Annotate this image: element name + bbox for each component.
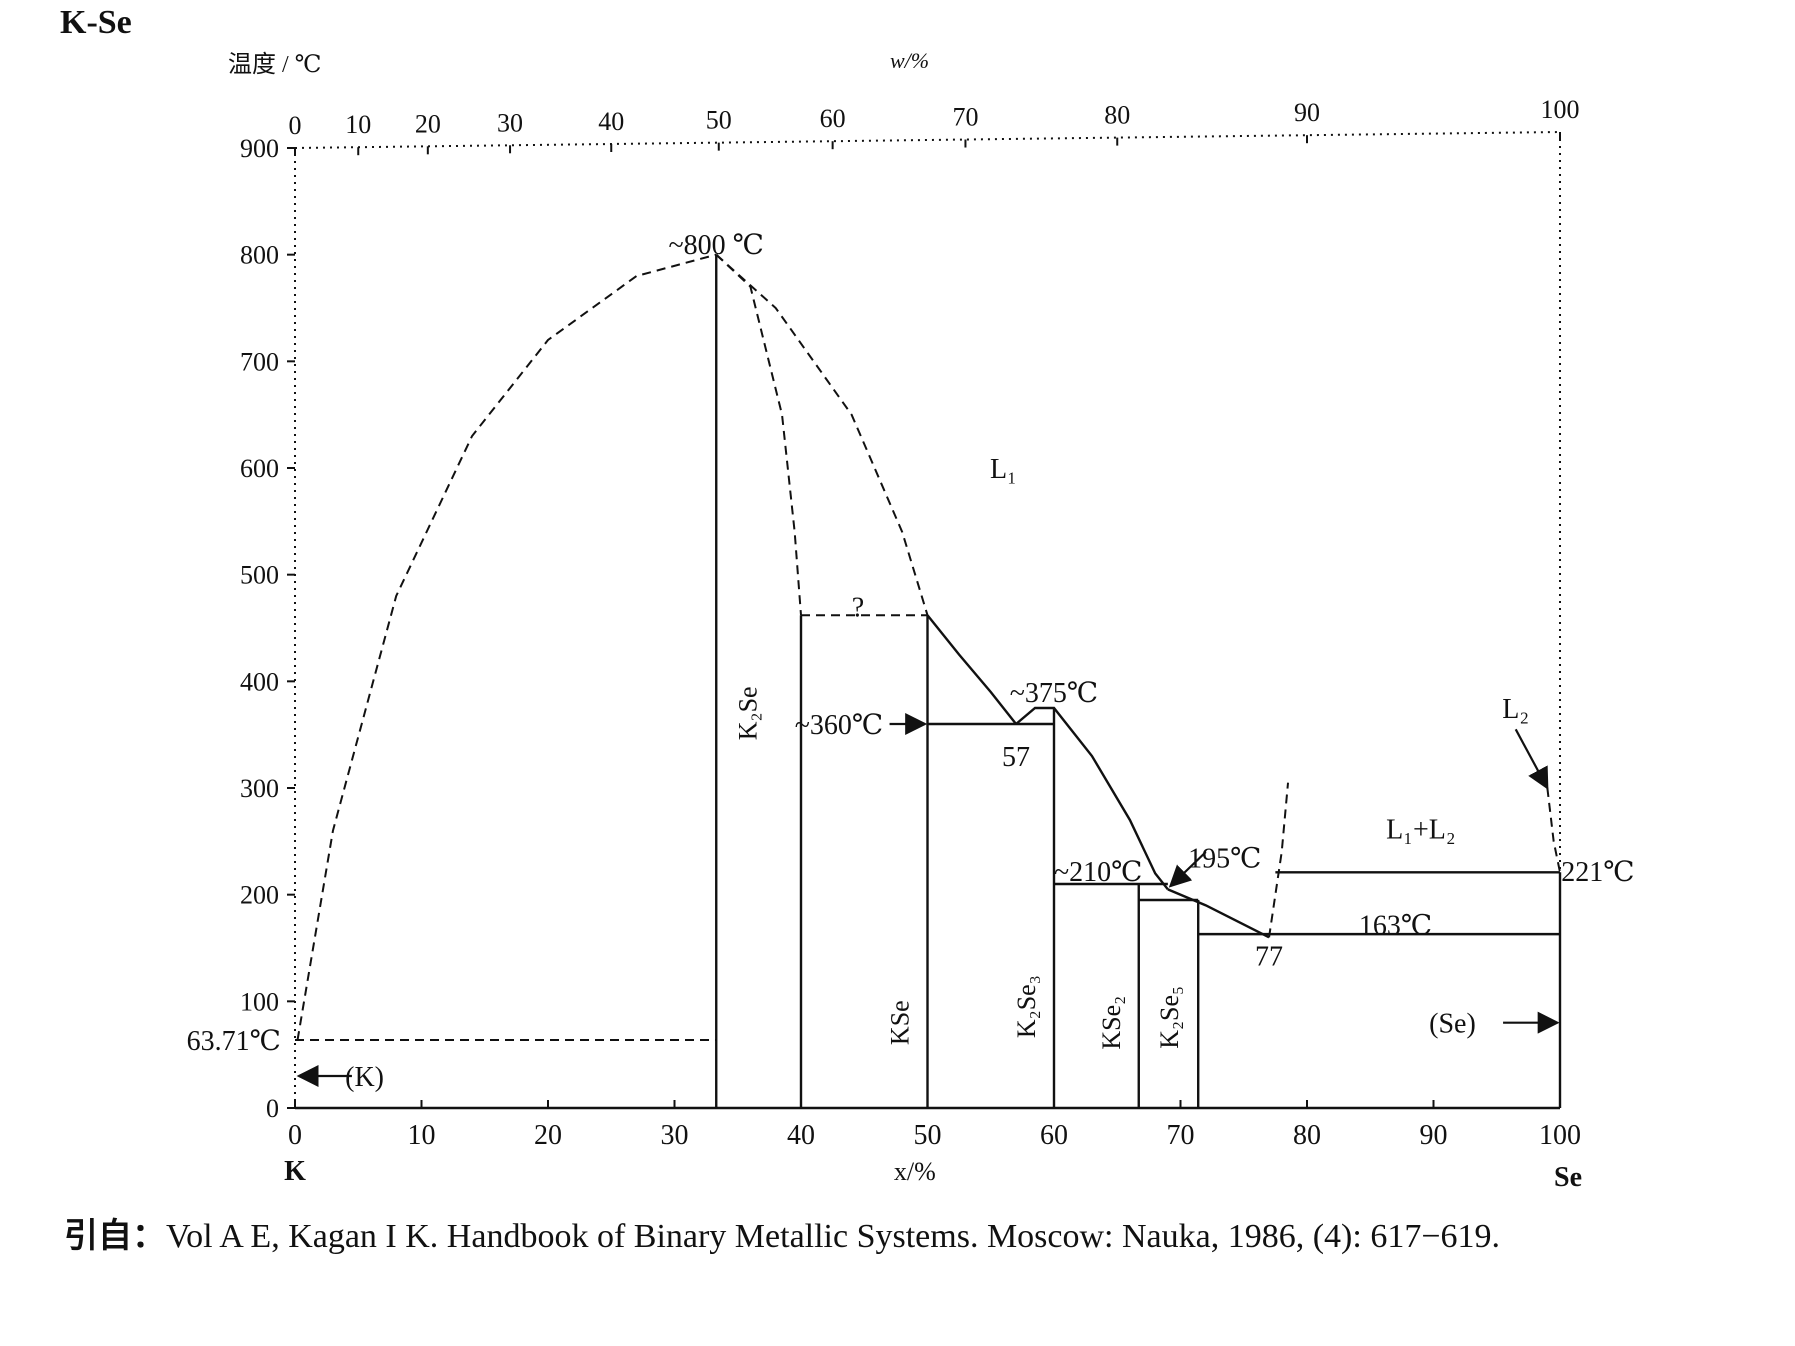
annotation-2: ?	[852, 593, 864, 624]
annotation-10: 77	[1255, 941, 1283, 972]
phase-boundary-1	[715, 253, 802, 616]
y-tick-label-300: 300	[240, 774, 279, 803]
phase-label-0: K₂Se	[734, 686, 763, 740]
phase-label-4: K₂Se₅	[1155, 986, 1184, 1049]
top-tick-label-80: 80	[1104, 101, 1130, 130]
top-tick-label-40: 40	[598, 107, 624, 136]
y-tick-label-900: 900	[240, 134, 279, 163]
y-tick-label-0: 0	[266, 1094, 279, 1123]
annotation-8: 163℃	[1359, 911, 1432, 942]
annotation-14: (Se)	[1429, 1009, 1476, 1040]
top-tick-label-20: 20	[415, 109, 441, 138]
x-tick-label-60: 60	[1040, 1120, 1068, 1151]
phase-boundaries	[295, 253, 1562, 1108]
component-label-left: K	[284, 1156, 306, 1187]
annotation-1: L₁	[990, 454, 1017, 485]
phase-boundary-5	[926, 614, 1017, 725]
x-tick-label-90: 90	[1420, 1120, 1448, 1151]
top-tick-label-0: 0	[289, 111, 302, 140]
annotation-12: L₂	[1502, 694, 1529, 725]
annotation-15: 63.71℃	[187, 1026, 281, 1057]
x-tick-label-100: 100	[1539, 1120, 1581, 1151]
x-tick-label-80: 80	[1293, 1120, 1321, 1151]
y-tick-label-800: 800	[240, 241, 279, 270]
top-tick-label-90: 90	[1294, 98, 1320, 127]
annotation-11: L₁+L₂	[1386, 815, 1456, 846]
y-tick-label-200: 200	[240, 881, 279, 910]
axis-ticks: 0 10 20 30 40 50 60 70 80 90 100010020030040050060…	[240, 95, 1581, 1151]
phase-label-1: KSe	[886, 1000, 915, 1045]
top-tick-label-10: 10	[345, 110, 371, 139]
phase-label-3: KSe₂	[1097, 996, 1126, 1050]
x-tick-label-70: 70	[1167, 1120, 1195, 1151]
y-tick-label-100: 100	[240, 987, 279, 1016]
phase-label-2: K₂Se₃	[1012, 975, 1041, 1038]
y-tick-label-700: 700	[240, 347, 279, 376]
y-tick-label-600: 600	[240, 454, 279, 483]
annotations: K Sex/%~800 ℃L₁?~375℃~360℃57~210℃ 195℃163℃…	[187, 230, 1635, 1193]
annotation-13: (K)	[345, 1062, 384, 1093]
top-axis-unit: w/%	[890, 48, 930, 73]
x-tick-label-20: 20	[534, 1120, 562, 1151]
annotation-5: 57	[1002, 742, 1030, 773]
x-tick-label-0: 0	[288, 1120, 302, 1151]
y-tick-label-400: 400	[240, 667, 279, 696]
phase-boundary-6	[1015, 706, 1169, 891]
top-tick-label-70: 70	[952, 103, 978, 132]
top-axis-label: 温度 / ℃	[228, 52, 322, 78]
annotation-4: ~360℃	[795, 710, 883, 741]
citation-prefix: 引自：	[64, 1218, 166, 1255]
top-axis-line	[294, 131, 1561, 149]
annotation-9: 221℃	[1561, 857, 1634, 888]
citation: 引自：Vol A E, Kagan I K. Handbook of Binar…	[64, 1212, 1624, 1262]
x-tick-label-30: 30	[661, 1120, 689, 1151]
phase-boundary-0	[296, 253, 717, 1041]
x-axis-label: x/%	[894, 1157, 936, 1186]
annotation-7: 195℃	[1188, 843, 1261, 874]
y-tick-label-500: 500	[240, 561, 279, 590]
annotation-6: ~210℃	[1054, 857, 1142, 888]
top-tick-label-50: 50	[706, 106, 732, 135]
top-tick-label-30: 30	[497, 108, 523, 137]
x-tick-label-50: 50	[914, 1120, 942, 1151]
phase-boundary-2	[715, 253, 929, 616]
arrow-2	[1168, 851, 1207, 888]
top-tick-label-100: 100	[1541, 95, 1580, 124]
phase-boundary-7	[1167, 888, 1270, 939]
arrow-4	[1514, 728, 1549, 790]
annotation-0: ~800 ℃	[669, 230, 764, 261]
citation-text: Vol A E, Kagan I K. Handbook of Binary M…	[166, 1218, 1501, 1255]
annotation-3: ~375℃	[1010, 678, 1098, 709]
top-tick-label-60: 60	[820, 104, 846, 133]
x-tick-label-10: 10	[408, 1120, 436, 1151]
chart-title: K-Se	[60, 4, 132, 41]
phase-boundary-8	[1268, 782, 1290, 938]
x-tick-label-40: 40	[787, 1120, 815, 1151]
phase-boundary-9	[1546, 787, 1561, 873]
component-label-right: Se	[1554, 1162, 1582, 1193]
